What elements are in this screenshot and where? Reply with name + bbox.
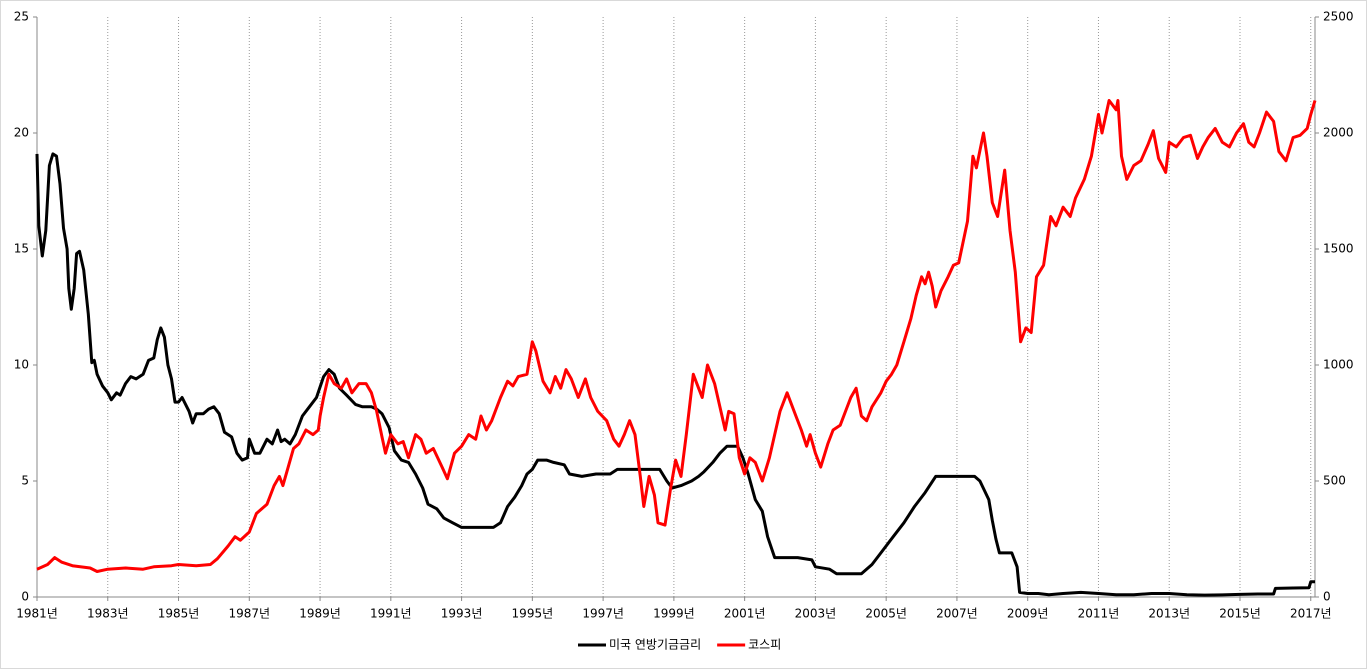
legend-label: 미국 연방기금금리 <box>609 638 701 652</box>
x-tick-label: 2017년 <box>1290 607 1332 621</box>
y2-tick-label: 2000 <box>1323 126 1354 140</box>
y2-tick-label: 0 <box>1323 590 1331 604</box>
x-tick-label: 2003년 <box>795 607 837 621</box>
x-tick-label: 1989년 <box>299 607 341 621</box>
x-tick-label: 2011년 <box>1078 607 1120 621</box>
x-tick-label: 2009년 <box>1007 607 1049 621</box>
x-tick-label: 2001년 <box>724 607 766 621</box>
legend-item: 미국 연방기금금리 <box>578 638 701 652</box>
x-tick-label: 1981년 <box>16 607 58 621</box>
x-tick-label: 1983년 <box>87 607 129 621</box>
x-tick-label: 2013년 <box>1148 607 1190 621</box>
legend-label: 코스피 <box>748 638 781 652</box>
series-line <box>35 152 1315 597</box>
x-tick-label: 1987년 <box>228 607 270 621</box>
y-tick-label: 25 <box>14 10 29 24</box>
x-tick-label: 2007년 <box>936 607 978 621</box>
y-tick-label: 0 <box>21 590 29 604</box>
x-tick-label: 1999년 <box>653 607 695 621</box>
y-tick-label: 15 <box>14 242 29 256</box>
x-tick-label: 1993년 <box>441 607 483 621</box>
x-tick-label: 1995년 <box>512 607 554 621</box>
series-line <box>36 99 1317 573</box>
legend-item: 코스피 <box>717 638 781 652</box>
x-tick-label: 2015년 <box>1219 607 1261 621</box>
y2-tick-label: 1500 <box>1323 242 1354 256</box>
x-tick-label: 1985년 <box>158 607 200 621</box>
x-tick-label: 1991년 <box>370 607 412 621</box>
y-tick-label: 20 <box>14 126 29 140</box>
x-tick-label: 2005년 <box>865 607 907 621</box>
y-tick-label: 10 <box>14 358 29 372</box>
x-tick-label: 1997년 <box>582 607 624 621</box>
y2-tick-label: 500 <box>1323 474 1346 488</box>
y-tick-label: 5 <box>21 474 29 488</box>
y2-tick-label: 2500 <box>1323 10 1354 24</box>
y2-tick-label: 1000 <box>1323 358 1354 372</box>
